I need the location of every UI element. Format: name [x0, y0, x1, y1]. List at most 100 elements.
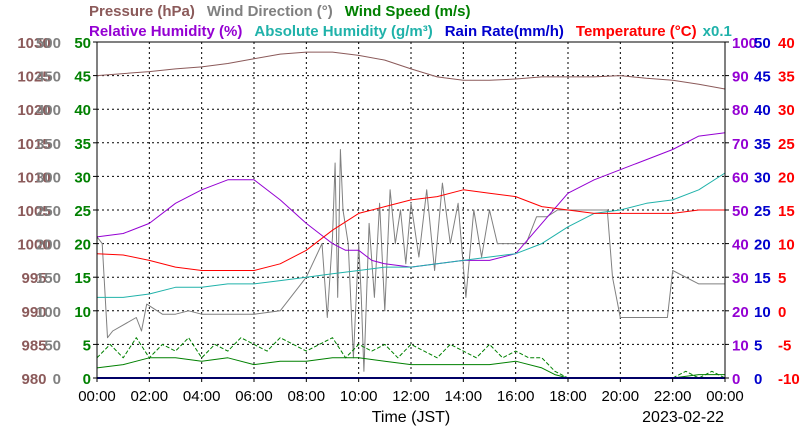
rain-rate-tick-label: 40 [754, 102, 771, 119]
pressure-tick-label: 1030 [17, 35, 50, 52]
x-tick-label: 14:00 [445, 388, 483, 405]
pressure-tick-label: 985 [21, 337, 46, 354]
wind-speed-tick-label: 0 [83, 371, 91, 388]
wind-speed-tick-label: 40 [74, 102, 91, 119]
humidity-tick-label: 40 [732, 237, 749, 254]
x-tick-label: 20:00 [602, 388, 640, 405]
pressure-tick-label: 980 [21, 371, 46, 388]
wind-speed-tick-label: 5 [83, 337, 91, 354]
wind-direction-tick-label: 100 [36, 304, 61, 321]
wind-direction-tick-label: 200 [36, 237, 61, 254]
wind-direction-tick-label: 500 [36, 35, 61, 52]
humidity-tick-label: 30 [732, 270, 749, 287]
humidity-tick-label: 10 [732, 337, 749, 354]
temperature-tick-label: -10 [778, 371, 800, 388]
wind-direction-tick-label: 250 [36, 203, 61, 220]
temperature-tick-label: 0 [778, 304, 786, 321]
legend-item: Rain Rate(mm/h) [445, 23, 564, 40]
temperature-tick-label: 5 [778, 270, 786, 287]
temperature-tick-label: -5 [778, 337, 791, 354]
wind-direction-tick-label: 0 [53, 371, 61, 388]
rain-rate-tick-label: 20 [754, 237, 771, 254]
legend-item: Relative Humidity (%) [89, 23, 242, 40]
legend-item: Wind Speed (m/s) [345, 3, 471, 20]
rain-rate-tick-label: 50 [754, 35, 771, 52]
wind-direction-tick-label: 450 [36, 69, 61, 86]
x-tick-label: 18:00 [549, 388, 587, 405]
x-tick-label: 00:00 [78, 388, 116, 405]
temperature-tick-label: 35 [778, 69, 795, 86]
humidity-tick-label: 0 [732, 371, 740, 388]
legend-row: Pressure (hPa) Wind Direction (°) Wind Spe… [89, 3, 470, 20]
legend-row: Relative Humidity (%) Absolute Humidity (… [89, 23, 732, 40]
series-line-relative-humidity [96, 132, 726, 268]
wind-speed-tick-label: 20 [74, 237, 91, 254]
x-tick-label: 22:00 [654, 388, 692, 405]
pressure-tick-label: 1020 [17, 102, 50, 119]
humidity-tick-label: 60 [732, 169, 749, 186]
legend-item: Pressure (hPa) [89, 3, 195, 20]
x-axis-title: Time (JST) [372, 409, 451, 426]
rain-rate-tick-label: 0 [754, 371, 762, 388]
x-tick-label: 08:00 [288, 388, 326, 405]
humidity-tick-label: 90 [732, 69, 749, 86]
wind-speed-tick-label: 35 [74, 136, 91, 153]
rain-rate-tick-label: 30 [754, 169, 771, 186]
legend-item: Temperature (°C) [576, 23, 697, 40]
x-tick-label: 00:00 [706, 388, 744, 405]
series-line-temperature [96, 189, 725, 271]
series-line-pressure [96, 51, 726, 90]
wind-direction-tick-label: 300 [36, 169, 61, 186]
series-line-wind-gust [96, 337, 726, 379]
date-label: 2023-02-22 [642, 409, 724, 426]
temperature-tick-label: 40 [778, 35, 795, 52]
humidity-tick-label: 100 [732, 35, 757, 52]
rain-rate-tick-label: 45 [754, 69, 771, 86]
grid-layer [97, 42, 725, 378]
wind-speed-tick-label: 30 [74, 169, 91, 186]
tick-layer: 00:00 02:00 04:00 06:00 08:00 10:00 12:00 14:00… [17, 35, 799, 405]
pressure-tick-label: 990 [21, 304, 46, 321]
rain-rate-tick-label: 35 [754, 136, 771, 153]
pressure-tick-label: 1005 [17, 203, 50, 220]
x-tick-label: 06:00 [235, 388, 273, 405]
wind-direction-tick-label: 150 [36, 270, 61, 287]
temperature-tick-label: 15 [778, 203, 795, 220]
wind-direction-tick-label: 350 [36, 136, 61, 153]
legend-layer: Pressure (hPa) Wind Direction (°) Wind Spe… [89, 3, 732, 40]
x-tick-label: 02:00 [131, 388, 169, 405]
rain-rate-tick-label: 15 [754, 270, 771, 287]
wind-speed-tick-label: 15 [74, 270, 91, 287]
legend-item: Absolute Humidity (g/m³) [254, 23, 432, 40]
wind-direction-tick-label: 400 [36, 102, 61, 119]
pressure-tick-label: 995 [21, 270, 46, 287]
rain-rate-tick-label: 10 [754, 304, 771, 321]
temperature-tick-label: 20 [778, 169, 795, 186]
x-tick-label: 10:00 [340, 388, 378, 405]
humidity-tick-label: 80 [732, 102, 749, 119]
wind-speed-tick-label: 10 [74, 304, 91, 321]
x-tick-label: 16:00 [497, 388, 535, 405]
legend-item: Wind Direction (°) [207, 3, 333, 20]
series-line-wind-direction [96, 149, 725, 372]
humidity-tick-label: 70 [732, 136, 749, 153]
humidity-tick-label: 20 [732, 304, 749, 321]
pressure-tick-label: 1010 [17, 169, 50, 186]
wind-speed-tick-label: 50 [74, 35, 91, 52]
wind-direction-tick-label: 50 [44, 337, 61, 354]
temperature-tick-label: 10 [778, 237, 795, 254]
x-tick-label: 04:00 [183, 388, 221, 405]
series-line-absolute-humidity [97, 172, 726, 298]
humidity-tick-label: 50 [732, 203, 749, 220]
wind-speed-tick-label: 25 [74, 203, 91, 220]
x-tick-label: 12:00 [392, 388, 430, 405]
rain-rate-tick-label: 5 [754, 337, 762, 354]
pressure-tick-label: 1025 [17, 69, 50, 86]
temperature-tick-label: 25 [778, 136, 795, 153]
wind-speed-tick-label: 45 [74, 69, 91, 86]
rain-rate-tick-label: 25 [754, 203, 771, 220]
legend-item: x0.1 [703, 23, 732, 40]
pressure-tick-label: 1015 [17, 136, 50, 153]
pressure-tick-label: 1000 [17, 237, 50, 254]
